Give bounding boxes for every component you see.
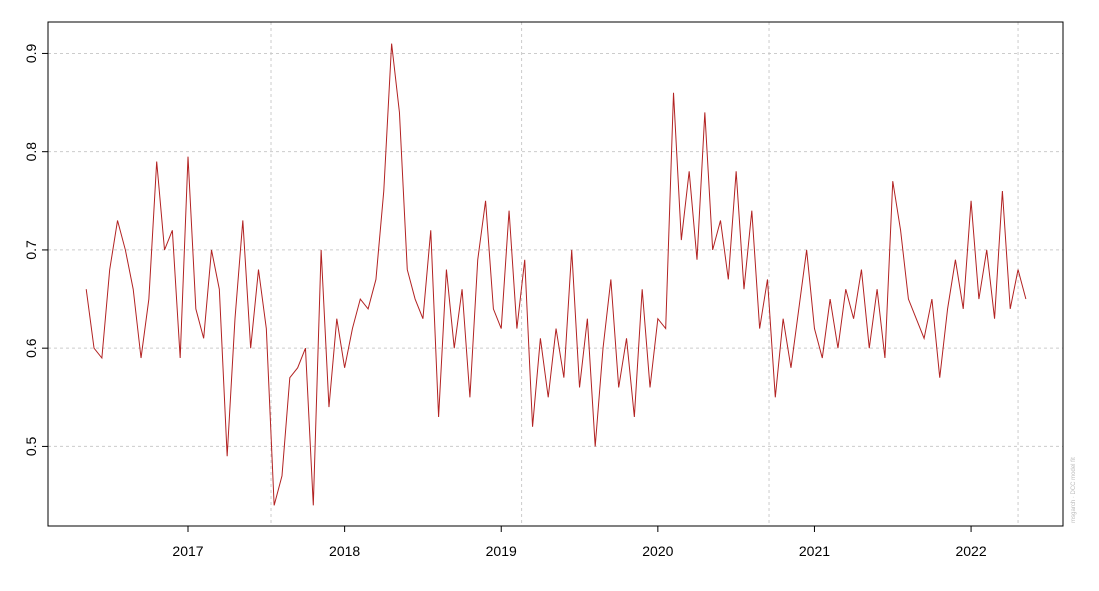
watermark: msgarch · DCC model fit bbox=[1071, 457, 1077, 523]
series-line bbox=[85, 43, 1027, 506]
x-tick-label: 2018 bbox=[329, 543, 360, 559]
plot-frame bbox=[47, 21, 1064, 527]
y-tick-label: 0.5 bbox=[23, 436, 39, 456]
y-tick-label: 0.7 bbox=[23, 240, 39, 260]
x-tick-label: 2017 bbox=[172, 543, 203, 559]
y-tick-label: 0.8 bbox=[23, 142, 39, 162]
y-tick-label: 0.9 bbox=[23, 43, 39, 63]
x-tick-label: 2022 bbox=[955, 543, 986, 559]
x-tick-label: 2019 bbox=[486, 543, 517, 559]
y-tick-label: 0.6 bbox=[23, 338, 39, 358]
x-tick-label: 2020 bbox=[642, 543, 673, 559]
x-tick-label: 2021 bbox=[799, 543, 830, 559]
